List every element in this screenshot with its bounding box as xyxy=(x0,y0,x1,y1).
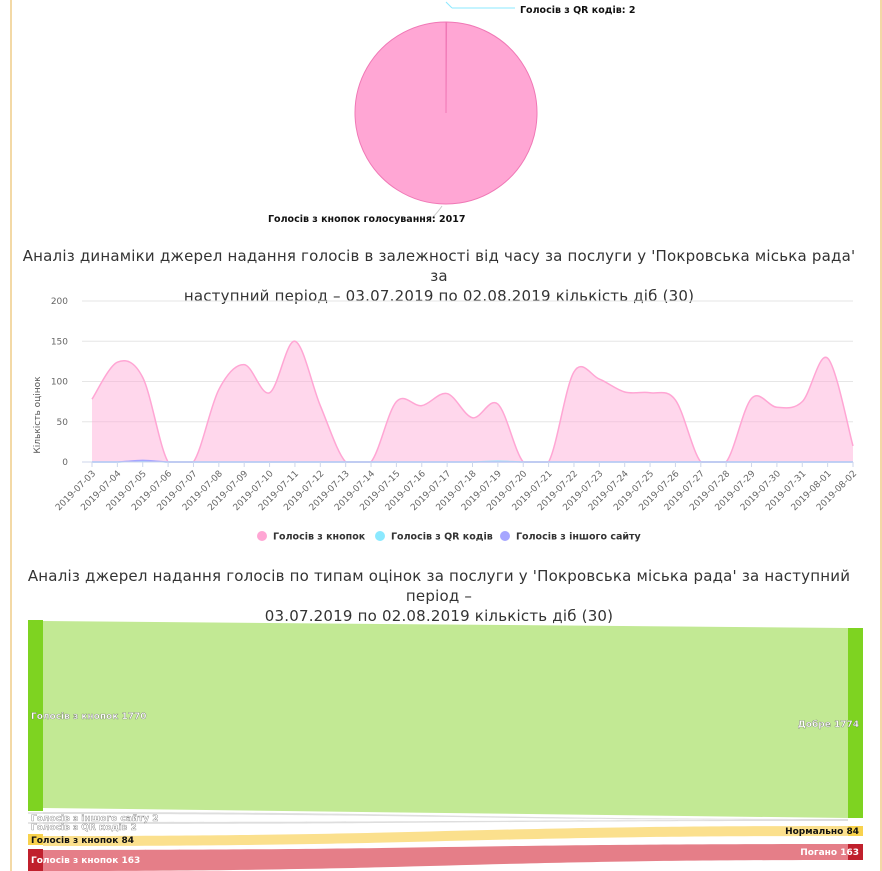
y-tick-label: 200 xyxy=(51,297,68,307)
sankey-node-qr[interactable] xyxy=(28,822,43,824)
y-tick-label: 100 xyxy=(51,378,68,388)
area-fill-series-0 xyxy=(92,341,853,462)
y-tick-label: 150 xyxy=(51,337,68,347)
area-y-ticks: 0 50 100 150 200 xyxy=(51,297,68,468)
sankey-link-buttons-bad[interactable] xyxy=(43,844,848,871)
sankey-title-line2: 03.07.2019 по 02.08.2019 кількість діб (… xyxy=(264,607,614,625)
area-grid xyxy=(82,300,853,463)
sankey-node-buttons-normal[interactable] xyxy=(28,834,43,845)
sankey-label-buttons-bad: Голосів з кнопок 163 xyxy=(31,855,140,866)
pie-label-buttons: Голосів з кнопок голосування: 2017 xyxy=(268,214,465,225)
sankey-title: Аналіз джерел надання голосів по типам о… xyxy=(14,566,864,626)
pie-label-qr: Голосів з QR кодів: 2 xyxy=(520,5,635,16)
pie-slice[interactable] xyxy=(354,21,538,205)
area-chart-title-line1: Аналіз динаміки джерел надання голосів в… xyxy=(22,247,856,285)
area-line-series-0[interactable] xyxy=(91,340,854,463)
sankey-link-buttons-good[interactable] xyxy=(43,621,848,818)
sankey-label-buttons-normal: Голосів з кнопок 84 xyxy=(31,835,134,846)
sankey-node-buttons-good[interactable] xyxy=(28,620,43,811)
y-tick-label: 0 xyxy=(62,458,68,468)
sankey-label-buttons-good: Голосів з кнопок 1770 xyxy=(31,711,147,722)
y-tick-label: 50 xyxy=(57,418,69,428)
legend-marker[interactable] xyxy=(375,531,385,541)
sankey-label-other: Голосів з іншого сайту 2 xyxy=(31,813,159,824)
sankey-node-other[interactable] xyxy=(28,812,43,814)
page-frame-left xyxy=(0,0,12,871)
sankey-label-normal: Нормально 84 xyxy=(785,827,859,837)
sankey-label-bad: Погано 163 xyxy=(800,848,859,858)
sankey-node-buttons-bad[interactable] xyxy=(28,849,43,871)
pie-connector-qr xyxy=(445,1,453,9)
sankey-title-line1: Аналіз джерел надання голосів по типам о… xyxy=(27,567,851,605)
sankey-link-other-good[interactable] xyxy=(43,812,848,820)
legend-marker[interactable] xyxy=(257,531,267,541)
pie-connector-buttons xyxy=(431,205,443,219)
sankey-node-bad[interactable] xyxy=(848,844,863,860)
sankey-node-normal[interactable] xyxy=(848,826,863,836)
sankey-label-good: Добре 1774 xyxy=(798,719,859,730)
sankey-link-buttons-normal[interactable] xyxy=(43,826,848,846)
sankey-label-qr: Голосів з QR кодів 2 xyxy=(31,822,137,833)
legend-marker[interactable] xyxy=(500,531,510,541)
pie-chart: Голосів з QR кодів: 2 Голосів з кнопок г… xyxy=(268,1,635,225)
legend-item[interactable]: Голосів з іншого сайту xyxy=(516,532,642,543)
sankey-node-good[interactable] xyxy=(848,628,863,818)
pie-slices xyxy=(354,21,538,205)
sankey-link-qr-good[interactable] xyxy=(43,820,848,824)
legend-item[interactable]: Голосів з кнопок xyxy=(273,532,366,543)
legend-item[interactable]: Голосів з QR кодів xyxy=(391,532,493,543)
area-y-axis-label: Кількість оцінок xyxy=(33,376,43,454)
page-frame-right xyxy=(880,0,882,871)
area-legend[interactable]: Голосів з кнопок Голосів з QR кодів Голосі… xyxy=(257,531,642,543)
